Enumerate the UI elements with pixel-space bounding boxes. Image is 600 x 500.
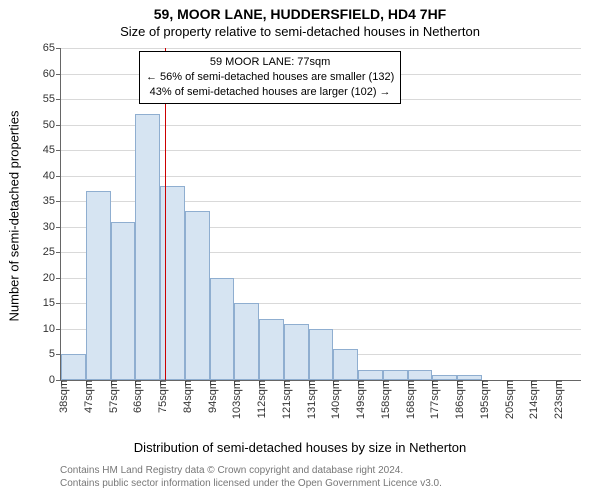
chart-subtitle: Size of property relative to semi-detach… (0, 24, 600, 39)
ytick-label: 40 (43, 170, 61, 182)
xtick-label: 168sqm (399, 380, 417, 419)
y-axis-title: Number of semi-detached properties (7, 122, 22, 322)
ytick-label: 10 (43, 323, 61, 335)
footer-line2: Contains public sector information licen… (60, 477, 442, 490)
histogram-bar (234, 303, 259, 380)
xtick-label: 177sqm (423, 380, 441, 419)
chart-title-address: 59, MOOR LANE, HUDDERSFIELD, HD4 7HF (0, 6, 600, 22)
xtick-label: 223sqm (547, 380, 565, 419)
xtick-label: 195sqm (473, 380, 491, 419)
ytick-label: 35 (43, 195, 61, 207)
ytick-label: 55 (43, 93, 61, 105)
xtick-label: 38sqm (52, 380, 70, 413)
xtick-label: 214sqm (522, 380, 540, 419)
annotation-smaller-pct: ← 56% of semi-detached houses are smalle… (146, 70, 394, 85)
xtick-label: 121sqm (275, 380, 293, 419)
ytick-label: 60 (43, 68, 61, 80)
chart-container: 59, MOOR LANE, HUDDERSFIELD, HD4 7HF Siz… (0, 0, 600, 500)
xtick-label: 131sqm (300, 380, 318, 419)
histogram-bar (408, 370, 433, 380)
histogram-bar (61, 354, 86, 380)
xtick-label: 112sqm (250, 380, 268, 418)
xtick-label: 149sqm (349, 380, 367, 419)
histogram-bar (383, 370, 408, 380)
gridline (61, 48, 581, 49)
histogram-bar (309, 329, 334, 380)
histogram-bar (358, 370, 383, 380)
plot-area: 0510152025303540455055606538sqm47sqm57sq… (60, 48, 581, 381)
ytick-label: 5 (49, 348, 61, 360)
annotation-box: 59 MOOR LANE: 77sqm ← 56% of semi-detach… (139, 51, 401, 104)
xtick-label: 84sqm (176, 380, 194, 413)
ytick-label: 45 (43, 144, 61, 156)
ytick-label: 65 (43, 42, 61, 54)
histogram-bar (86, 191, 111, 380)
histogram-bar (135, 114, 160, 380)
ytick-label: 15 (43, 297, 61, 309)
ytick-label: 30 (43, 221, 61, 233)
xtick-label: 66sqm (126, 380, 144, 413)
xtick-label: 47sqm (77, 380, 95, 413)
footer-line1: Contains HM Land Registry data © Crown c… (60, 464, 442, 477)
histogram-bar (160, 186, 185, 380)
xtick-label: 75sqm (151, 380, 169, 413)
xtick-label: 103sqm (225, 380, 243, 419)
ytick-label: 20 (43, 272, 61, 284)
xtick-label: 57sqm (102, 380, 120, 413)
histogram-bar (259, 319, 284, 380)
ytick-label: 50 (43, 119, 61, 131)
histogram-bar (284, 324, 309, 380)
annotation-property-size: 59 MOOR LANE: 77sqm (146, 55, 394, 70)
footer-attribution: Contains HM Land Registry data © Crown c… (60, 464, 442, 490)
xtick-label: 205sqm (498, 380, 516, 419)
ytick-label: 25 (43, 246, 61, 258)
histogram-bar (333, 349, 358, 380)
histogram-bar (111, 222, 136, 380)
annotation-larger-pct: 43% of semi-detached houses are larger (… (146, 85, 394, 100)
xtick-label: 186sqm (448, 380, 466, 419)
xtick-label: 140sqm (324, 380, 342, 419)
xtick-label: 158sqm (374, 380, 392, 419)
x-axis-title: Distribution of semi-detached houses by … (0, 440, 600, 455)
histogram-bar (185, 211, 210, 380)
xtick-label: 94sqm (201, 380, 219, 413)
histogram-bar (210, 278, 235, 380)
